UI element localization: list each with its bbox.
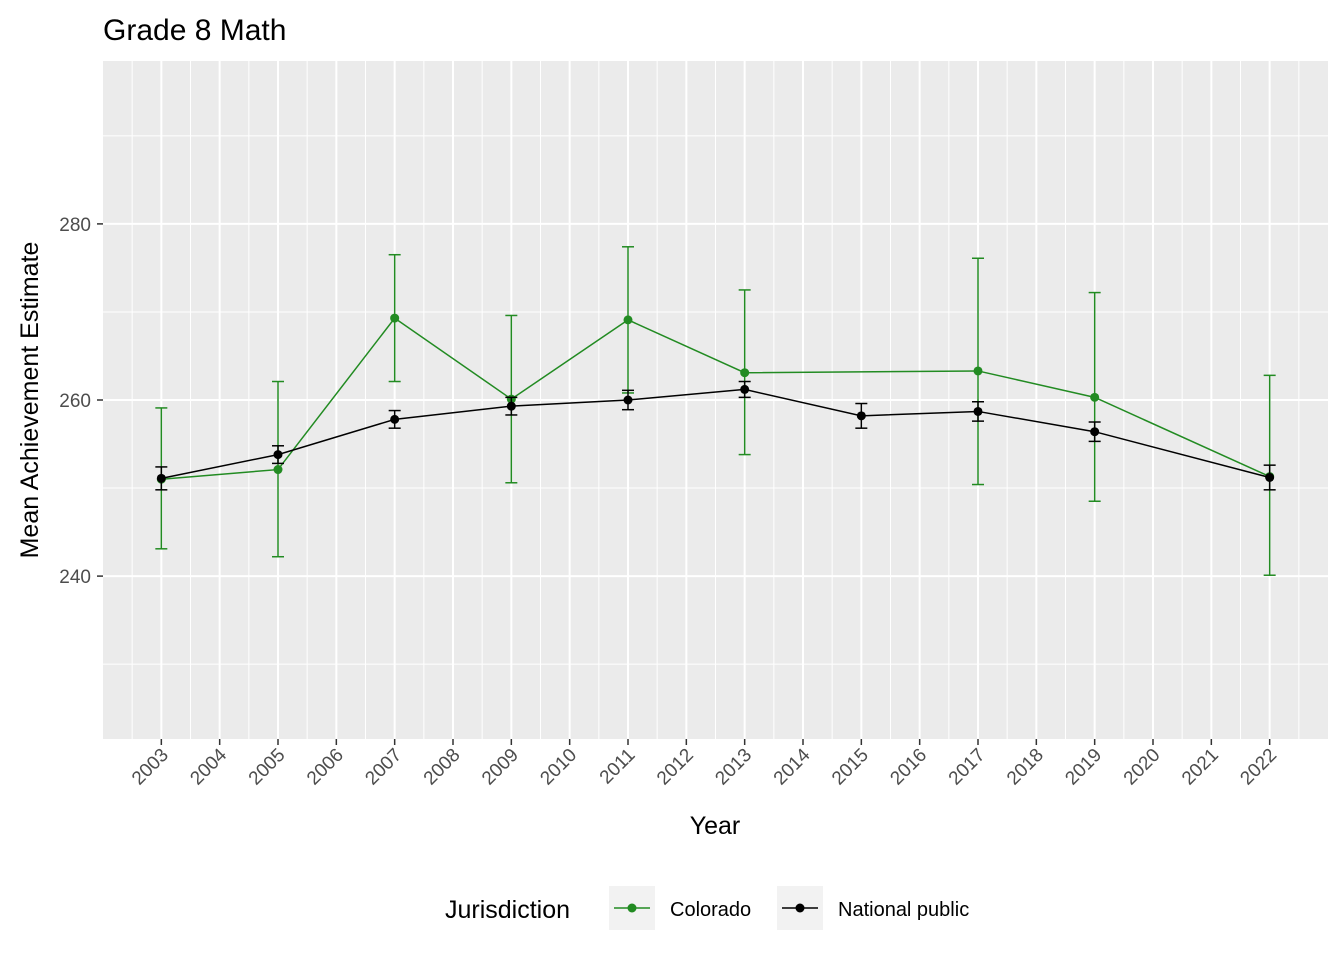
y-axis-title: Mean Achievement Estimate: [16, 242, 44, 559]
x-tick-label: 2006: [303, 745, 348, 790]
legend-key-point: [627, 903, 637, 913]
data-point: [1090, 392, 1100, 402]
data-point: [973, 406, 983, 416]
data-point: [506, 401, 516, 411]
x-tick-label: 2022: [1236, 745, 1281, 790]
legend-key-colorado: [609, 886, 655, 930]
data-point: [273, 465, 283, 475]
data-point: [856, 411, 866, 421]
legend: Jurisdiction Colorado National public: [445, 886, 969, 930]
x-axis-title: Year: [690, 812, 741, 840]
x-tick-label: 2013: [711, 745, 756, 790]
data-point: [156, 473, 166, 483]
x-tick-label: 2016: [886, 745, 931, 790]
x-tick-label: 2008: [420, 745, 465, 790]
x-tick-label: 2017: [945, 745, 990, 790]
y-tick-label: 240: [59, 567, 91, 588]
chart-title: Grade 8 Math: [103, 14, 286, 47]
data-point: [973, 366, 983, 376]
y-tick-label: 260: [59, 391, 91, 412]
x-tick-label: 2009: [478, 745, 523, 790]
series-layer: [155, 246, 1276, 576]
x-tick-label: 2007: [361, 745, 406, 790]
legend-label-colorado: Colorado: [670, 899, 751, 921]
x-tick-label: 2021: [1178, 745, 1223, 790]
data-point: [390, 313, 400, 323]
legend-key-national-public: [777, 886, 823, 930]
data-point: [1090, 427, 1100, 437]
x-tick-label: 2003: [128, 745, 173, 790]
data-point: [1265, 472, 1275, 482]
x-tick-label: 2010: [536, 745, 581, 790]
x-tick-label: 2012: [653, 745, 698, 790]
x-axis: 2003 2004 2005 2006 2007 2008 2009 2010 2011 2012…: [128, 739, 1281, 789]
x-tick-label: 2011: [596, 745, 640, 789]
x-tick-label: 2015: [828, 745, 873, 790]
x-tick-label: 2019: [1061, 745, 1106, 790]
x-tick-label: 2020: [1120, 745, 1165, 790]
data-point: [740, 384, 750, 394]
x-tick-label: 2018: [1003, 745, 1048, 790]
x-tick-label: 2014: [770, 744, 815, 789]
data-point: [623, 395, 633, 405]
series-line: [161, 388, 1270, 480]
data-point: [740, 368, 750, 378]
data-point: [390, 414, 400, 424]
legend-label-national-public: National public: [838, 899, 969, 921]
y-axis: 240 260 280: [59, 215, 103, 588]
x-tick-label: 2004: [186, 744, 231, 789]
legend-key-point: [795, 903, 805, 913]
data-point: [623, 315, 633, 325]
legend-title: Jurisdiction: [445, 896, 570, 924]
y-tick-label: 280: [59, 215, 91, 236]
series-national-public: [155, 380, 1276, 491]
x-tick-label: 2005: [245, 745, 290, 790]
data-point: [273, 450, 283, 460]
